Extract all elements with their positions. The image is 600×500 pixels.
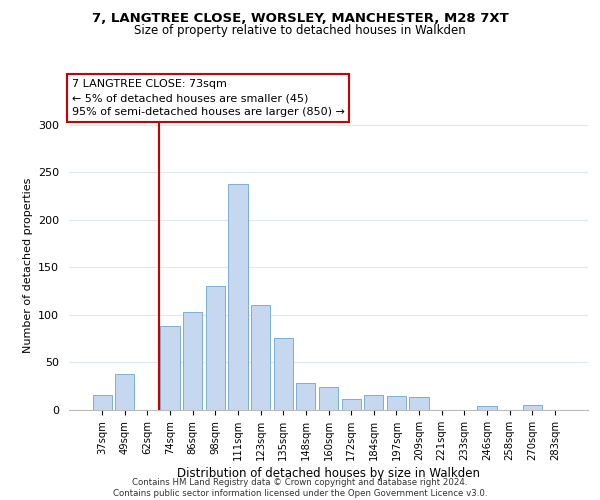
Bar [341,398,361,410]
Bar [387,396,406,410]
Bar [229,184,248,410]
Y-axis label: Number of detached properties: Number of detached properties [23,178,32,352]
Bar [296,384,316,410]
Bar [206,286,225,410]
Text: 7, LANGTREE CLOSE, WORSLEY, MANCHESTER, M28 7XT: 7, LANGTREE CLOSE, WORSLEY, MANCHESTER, … [92,12,508,26]
Text: 7 LANGTREE CLOSE: 73sqm
← 5% of detached houses are smaller (45)
95% of semi-det: 7 LANGTREE CLOSE: 73sqm ← 5% of detached… [71,79,344,117]
Bar [319,387,338,410]
Bar [274,338,293,410]
X-axis label: Distribution of detached houses by size in Walkden: Distribution of detached houses by size … [177,467,480,480]
Bar [183,312,202,410]
Bar [160,326,180,410]
Bar [92,395,112,410]
Text: Contains HM Land Registry data © Crown copyright and database right 2024.
Contai: Contains HM Land Registry data © Crown c… [113,478,487,498]
Text: Size of property relative to detached houses in Walkden: Size of property relative to detached ho… [134,24,466,37]
Bar [523,405,542,410]
Bar [477,406,497,410]
Bar [364,395,383,410]
Bar [251,306,270,410]
Bar [115,374,134,410]
Bar [409,396,428,410]
